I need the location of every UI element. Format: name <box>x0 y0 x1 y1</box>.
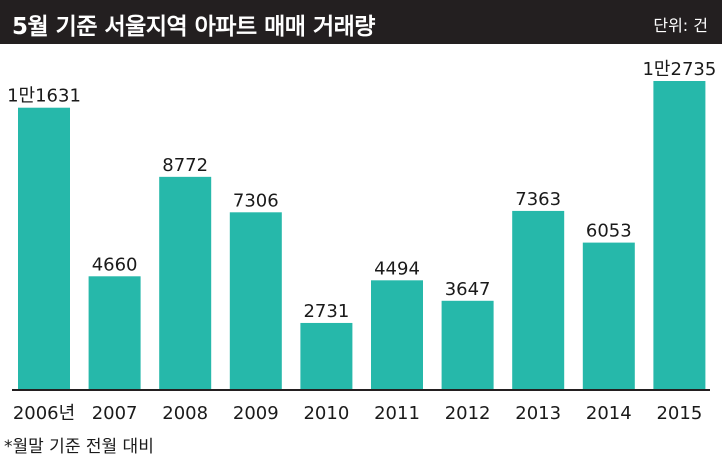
value-label: 6053 <box>586 221 632 242</box>
bar-2011 <box>371 280 423 389</box>
x-tick-label: 2010 <box>303 403 349 424</box>
chart-header: 5월 기준 서울지역 아파트 매매 거래량 단위: 건 <box>0 0 722 44</box>
bar-2010 <box>300 322 353 389</box>
x-tick-label: 2007 <box>92 403 138 424</box>
value-label: 1만1631 <box>7 86 81 107</box>
bar-2006년 <box>18 107 70 389</box>
x-tick-label: 2006년 <box>13 403 75 424</box>
x-tick-label: 2013 <box>515 403 561 424</box>
value-label: 1만2735 <box>642 59 716 80</box>
value-label: 7306 <box>233 190 279 211</box>
x-tick-label: 2011 <box>374 403 420 424</box>
bar-2007 <box>88 276 141 389</box>
x-tick-label: 2012 <box>445 403 491 424</box>
bar-2014 <box>582 242 635 389</box>
bar-chart: 1만1631 2006년 4660 2007 8772 2008 7306 2009 2731 2… <box>7 59 716 424</box>
bar-2009 <box>229 212 282 389</box>
x-tick-label: 2008 <box>162 403 208 424</box>
footnote: *월말 기준 전월 대비 <box>4 437 154 457</box>
value-label: 8772 <box>162 155 208 176</box>
value-label: 4660 <box>92 254 138 275</box>
x-tick-label: 2014 <box>586 403 632 424</box>
value-label: 7363 <box>515 189 561 210</box>
bar-2012 <box>441 300 494 389</box>
unit-label: 단위: 건 <box>653 16 708 35</box>
value-label: 4494 <box>374 258 420 279</box>
bar-2008 <box>159 176 212 389</box>
value-label: 3647 <box>445 279 491 300</box>
chart-title: 5월 기준 서울지역 아파트 매매 거래량 <box>12 14 375 40</box>
bar-2015 <box>653 81 706 389</box>
x-tick-label: 2009 <box>233 403 279 424</box>
value-label: 2731 <box>303 301 349 322</box>
bar-2013 <box>512 210 565 389</box>
x-tick-label: 2015 <box>656 403 702 424</box>
